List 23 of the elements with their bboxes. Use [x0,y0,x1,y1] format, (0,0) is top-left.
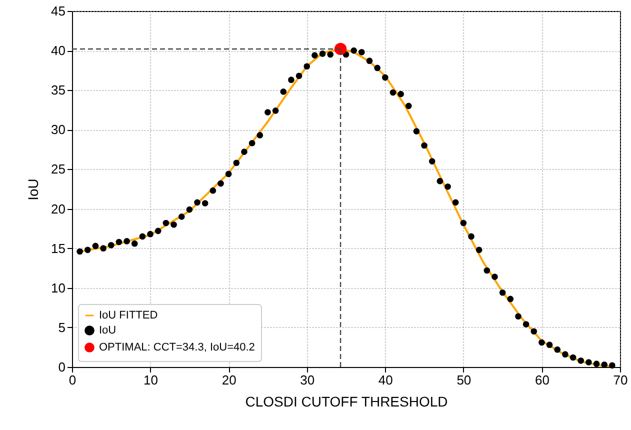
x-tick-label: 50 [456,372,472,388]
y-axis-title: IoU [25,178,42,200]
x-tick-label: 70 [613,372,628,388]
y-tick-label: 30 [51,122,66,138]
legend-label: OPTIMAL: CCT=34.3, IoU=40.2 [99,342,255,354]
legend-label: IoU [99,324,116,336]
y-tick-label: 45 [51,4,66,18]
y-tick-label: 20 [51,201,66,216]
x-axis-title: CLOSDI CUTOFF THRESHOLD [245,394,448,410]
y-tick-label: 10 [51,280,66,296]
y-tick-label: 15 [51,240,66,256]
legend-label: IoU FITTED [99,310,158,322]
y-tick-label: 0 [58,360,66,374]
y-tick-label: 40 [51,43,66,58]
y-tick-label: 25 [51,162,66,177]
x-tick-label: 30 [300,372,315,388]
x-tick-label: 40 [378,372,393,388]
y-tick-label: 35 [51,82,66,98]
y-tick-label: 5 [58,320,66,335]
x-tick-label: 10 [144,372,158,388]
x-tick-label: 20 [222,372,236,388]
x-tick-label: 60 [534,372,550,388]
x-tick-label: 0 [68,372,76,388]
